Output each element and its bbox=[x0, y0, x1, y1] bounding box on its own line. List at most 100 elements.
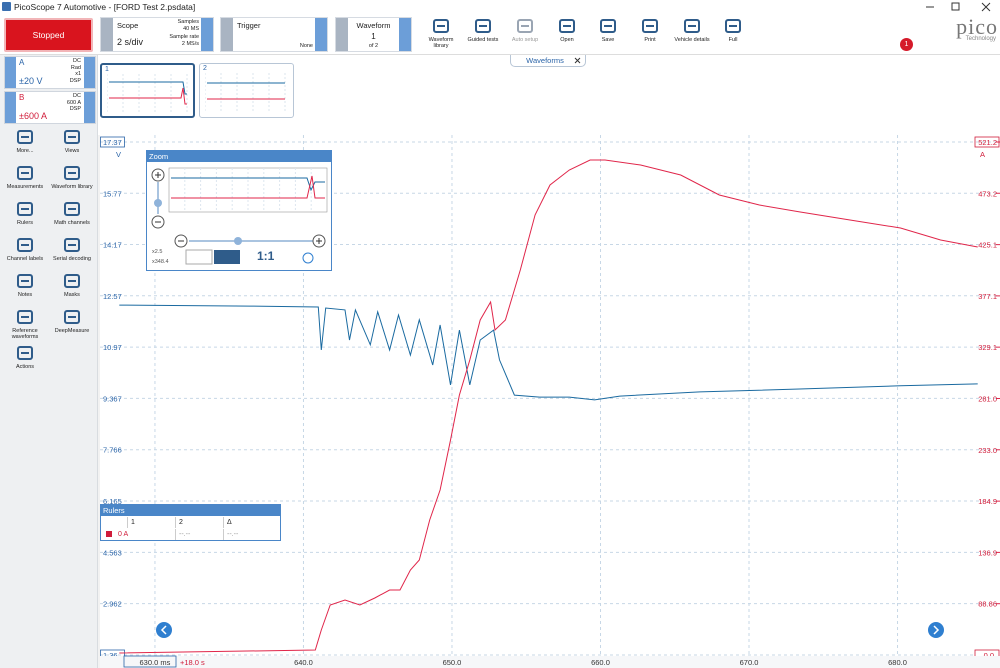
icon bbox=[64, 166, 80, 180]
icon bbox=[64, 130, 80, 144]
tool-button[interactable]: Masks bbox=[49, 273, 95, 307]
y2-tick-label: 233.0 bbox=[978, 446, 997, 455]
zoom-preview-trace bbox=[171, 177, 325, 192]
tool-label: Serial decoding bbox=[53, 256, 91, 262]
icon-shape bbox=[725, 19, 741, 33]
icon bbox=[17, 130, 33, 144]
plus-button[interactable] bbox=[399, 18, 411, 51]
waveforms-tab[interactable]: Waveforms bbox=[510, 55, 586, 67]
tab-label: Waveforms bbox=[526, 56, 564, 65]
icon-shape bbox=[17, 130, 33, 144]
x-offset: +18.0 s bbox=[180, 658, 205, 667]
restore-icon bbox=[951, 2, 960, 11]
channel-plus[interactable] bbox=[84, 57, 95, 88]
channel-panel[interactable]: A ±20 V DC Rad x1 DSP bbox=[4, 56, 96, 89]
icon bbox=[17, 310, 33, 324]
channel-minus[interactable] bbox=[5, 92, 16, 123]
tool-button[interactable]: Notes bbox=[2, 273, 48, 307]
tool-button[interactable]: Channel labels bbox=[2, 237, 48, 271]
toolbar-button[interactable]: Print bbox=[630, 16, 670, 53]
thumbnail-preview bbox=[205, 73, 286, 113]
toolbar-button-label: Guided tests bbox=[467, 37, 499, 43]
x-tick-label: 630.0 ms bbox=[140, 658, 171, 667]
y-tick-label: 15.77 bbox=[103, 189, 122, 198]
channel-minus[interactable] bbox=[5, 57, 16, 88]
rulers-panel: Rulers 1 2 Δ 0 A --.-- --.-- bbox=[100, 504, 281, 541]
channel-name: A bbox=[19, 58, 25, 67]
zoom-title: Zoom bbox=[149, 152, 169, 161]
thumbnail-label: 2 bbox=[203, 65, 207, 72]
zoom-tool[interactable] bbox=[185, 249, 213, 265]
channel-setting: 600 A bbox=[66, 99, 81, 106]
tool-button[interactable]: Math channels bbox=[49, 201, 95, 235]
plus-button[interactable] bbox=[201, 18, 213, 51]
channel-panel[interactable]: B ±600 A DC 600 A DSP bbox=[4, 91, 96, 124]
icon-shape bbox=[17, 310, 33, 324]
toolbar-button-label: Save bbox=[601, 37, 615, 43]
timebase[interactable]: 2 s/div bbox=[117, 37, 144, 47]
close-icon bbox=[574, 57, 581, 64]
stop-button[interactable]: Stopped bbox=[4, 18, 93, 52]
plus-button[interactable] bbox=[315, 18, 327, 51]
tool-button[interactable]: Views bbox=[49, 129, 95, 163]
icon-shape bbox=[17, 346, 33, 360]
channel-setting: x1 bbox=[75, 71, 81, 77]
toolbar-button-label: Vehicle details bbox=[674, 37, 710, 43]
close-icon bbox=[981, 2, 991, 12]
scroll-button[interactable] bbox=[156, 622, 172, 638]
trace bbox=[119, 159, 978, 654]
toolbar-button[interactable]: Vehicle details bbox=[672, 16, 712, 53]
y2-end-label: 0.0 bbox=[984, 651, 994, 660]
tool-button[interactable]: DeepMeasure bbox=[49, 309, 95, 343]
tool-button[interactable]: Actions bbox=[2, 345, 48, 379]
pan-tool[interactable] bbox=[214, 250, 240, 264]
x-tick-label: 650.0 bbox=[443, 658, 462, 667]
toolbar-button[interactable]: Open bbox=[547, 16, 587, 53]
tool-button[interactable]: Rulers bbox=[2, 201, 48, 235]
channel-plus[interactable] bbox=[84, 92, 95, 123]
minus-button[interactable] bbox=[101, 18, 113, 51]
rate: 2 MS/s bbox=[181, 41, 199, 47]
icon-shape bbox=[642, 19, 658, 33]
ruler-swatch bbox=[106, 531, 112, 537]
axis-end-box bbox=[123, 655, 177, 668]
waveform-thumbnail[interactable]: 2 bbox=[199, 63, 294, 118]
x-tick-label: 670.0 bbox=[740, 658, 759, 667]
y2-tick-label: 473.2 bbox=[978, 189, 997, 198]
toolbar-button[interactable]: Save bbox=[588, 16, 628, 53]
tool-button[interactable]: Serial decoding bbox=[49, 237, 95, 271]
waveform-current[interactable]: 1 bbox=[371, 32, 376, 41]
x-axis-strip bbox=[100, 656, 1000, 668]
zoom-slider-handle bbox=[154, 199, 162, 207]
toolbar-button[interactable]: Auto setup bbox=[505, 16, 545, 53]
y-tick-label: 7.766 bbox=[103, 446, 122, 455]
toolbar-button[interactable]: Guided tests bbox=[463, 16, 503, 53]
icon bbox=[642, 19, 658, 33]
toolbar-button[interactable]: Waveform library bbox=[421, 16, 461, 53]
icon bbox=[17, 166, 33, 180]
y-tick-label: 6.165 bbox=[103, 497, 122, 506]
toolbar-button[interactable]: Full bbox=[713, 16, 753, 53]
logo-sub: Technology bbox=[965, 36, 996, 42]
channel-range: ±20 V bbox=[19, 76, 43, 86]
trigger-panel: Trigger None bbox=[220, 17, 328, 52]
minus-button[interactable] bbox=[336, 18, 348, 51]
tool-button[interactable]: Reference waveforms bbox=[2, 309, 48, 343]
tool-button[interactable]: Waveform library bbox=[49, 165, 95, 199]
info-icon bbox=[302, 252, 314, 264]
icon bbox=[17, 274, 33, 288]
tool-button[interactable]: Measurements bbox=[2, 165, 48, 199]
toolbar-button-label: Auto setup bbox=[511, 37, 539, 43]
scroll-button[interactable] bbox=[928, 622, 944, 638]
trigger-label: Trigger bbox=[237, 21, 261, 30]
trigger-mode[interactable]: None bbox=[299, 43, 313, 49]
notification-badge[interactable]: 1 bbox=[900, 38, 913, 51]
thumbnail-preview bbox=[107, 74, 188, 114]
tool-label: More... bbox=[16, 148, 34, 154]
minus-button[interactable] bbox=[221, 18, 233, 51]
rulers-header: 1 bbox=[127, 517, 175, 528]
tool-button[interactable]: More... bbox=[2, 129, 48, 163]
rulers-header: 2 bbox=[175, 517, 223, 528]
waveform-thumbnail[interactable]: 1 bbox=[100, 63, 195, 118]
zoom-reset[interactable]: 1:1 bbox=[257, 249, 275, 263]
